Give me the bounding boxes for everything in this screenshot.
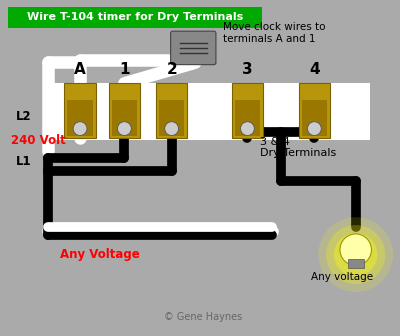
Text: L1: L1 xyxy=(16,155,32,168)
Text: Wire T-104 timer for Dry Terminals: Wire T-104 timer for Dry Terminals xyxy=(27,12,243,23)
Text: 3: 3 xyxy=(242,62,253,77)
Circle shape xyxy=(334,233,377,276)
Bar xyxy=(64,83,96,138)
Text: 3 & 4
Dry Terminals: 3 & 4 Dry Terminals xyxy=(260,136,336,158)
Bar xyxy=(159,100,184,135)
Bar xyxy=(112,100,137,135)
Text: 4: 4 xyxy=(309,62,320,77)
Bar xyxy=(299,83,330,138)
Circle shape xyxy=(165,122,178,135)
Bar xyxy=(235,100,260,135)
FancyBboxPatch shape xyxy=(171,31,216,65)
Circle shape xyxy=(340,234,372,265)
Circle shape xyxy=(73,122,87,135)
Bar xyxy=(156,83,187,138)
Bar xyxy=(302,100,327,135)
Text: 2: 2 xyxy=(166,62,177,77)
Text: L2: L2 xyxy=(16,110,32,123)
Text: A: A xyxy=(74,62,86,77)
Text: 1: 1 xyxy=(119,62,130,77)
Bar xyxy=(46,83,370,140)
Circle shape xyxy=(240,122,254,135)
Bar xyxy=(348,259,364,268)
Text: © Gene Haynes: © Gene Haynes xyxy=(164,311,242,322)
Text: Any Voltage: Any Voltage xyxy=(60,248,140,261)
Text: Move clock wires to
terminals A and 1: Move clock wires to terminals A and 1 xyxy=(223,22,325,44)
Circle shape xyxy=(118,122,131,135)
Circle shape xyxy=(326,225,385,284)
Bar xyxy=(8,7,262,28)
Text: Any voltage: Any voltage xyxy=(312,272,374,282)
Circle shape xyxy=(318,217,393,292)
Bar xyxy=(232,83,263,138)
Circle shape xyxy=(308,122,321,135)
Bar xyxy=(109,83,140,138)
Text: 240 Volt: 240 Volt xyxy=(11,134,66,147)
Bar xyxy=(67,100,93,135)
